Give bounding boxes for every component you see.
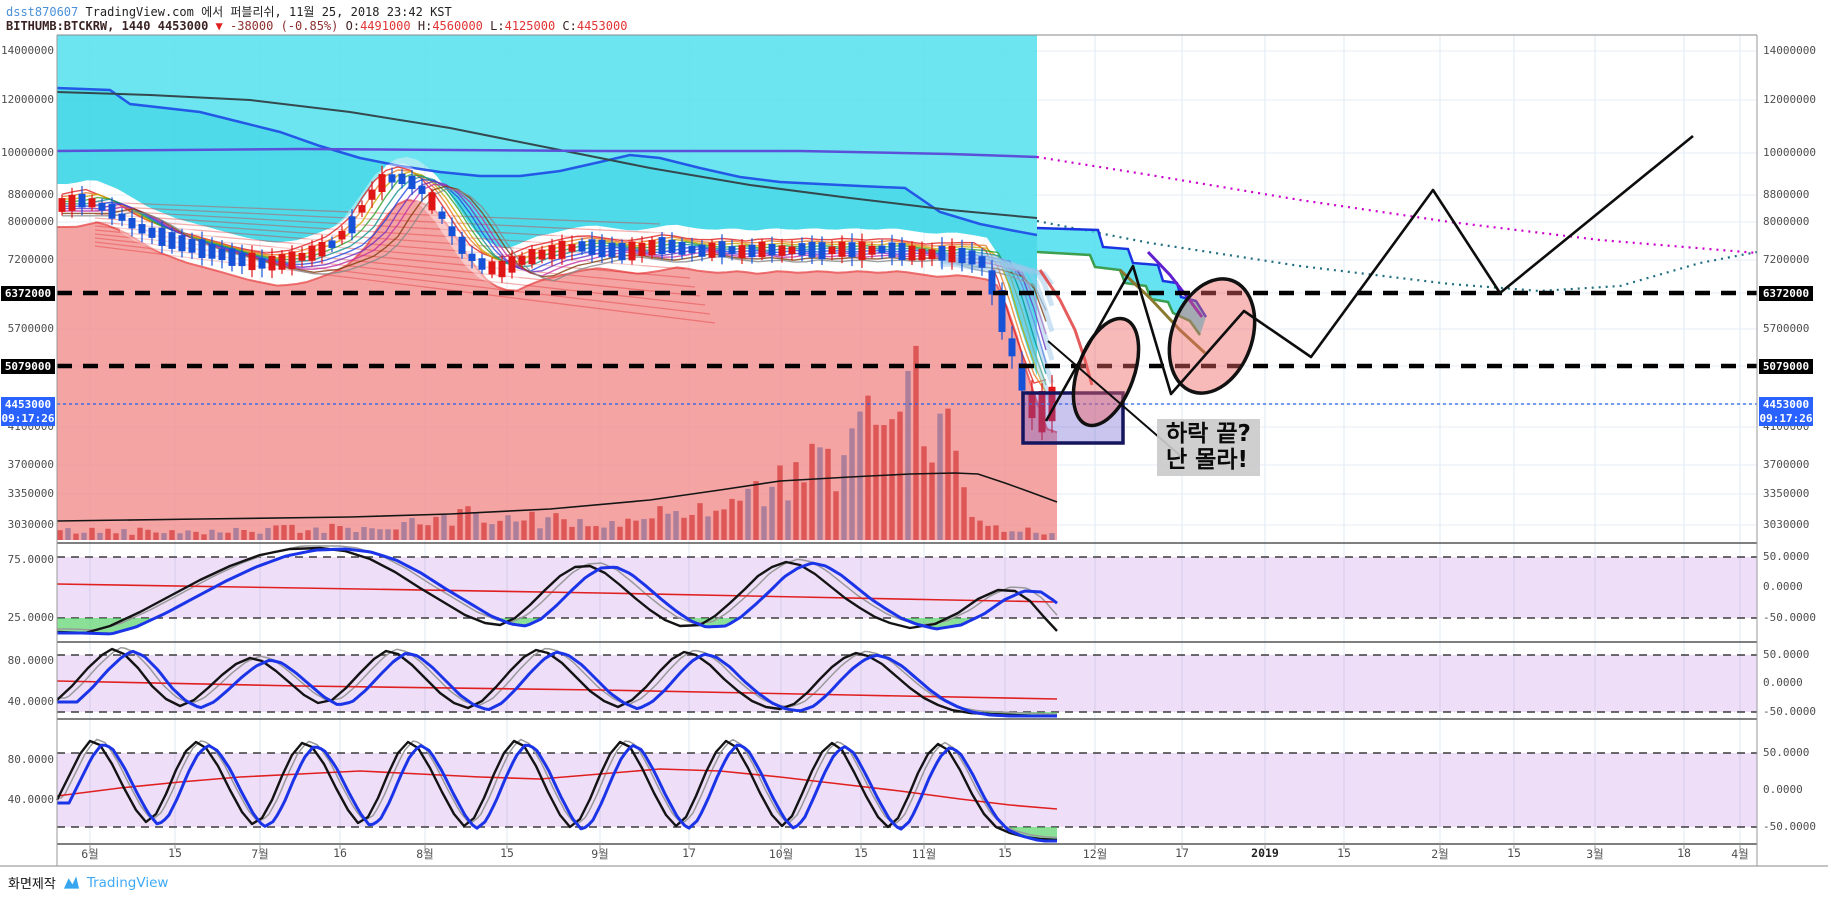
change-text: -38000 (-0.85%) [230, 19, 339, 33]
author-link[interactable]: dsst870607 [6, 5, 79, 19]
chart-annotation-note[interactable]: 하락 끝? 난 몰라! [1157, 419, 1260, 476]
low-value: 4125000 [504, 19, 556, 33]
down-arrow-icon: ▼ [215, 19, 223, 33]
publish-header: dsst870607 TradingView.com 에서 퍼블리쉬, 11월 … [6, 3, 452, 20]
annotation-line-1: 하락 끝? [1166, 421, 1251, 447]
close-value: 4453000 [576, 19, 628, 33]
high-value: 4560000 [432, 19, 483, 33]
tradingview-brand-link[interactable]: TradingView [86, 874, 169, 891]
annotation-line-2: 난 몰라! [1166, 446, 1248, 473]
close-label: C: [562, 19, 577, 33]
publish-info: TradingView.com 에서 퍼블리쉬, 11월 25, 2018 23… [78, 5, 452, 19]
open-label: O: [345, 19, 361, 33]
tradingview-logo-icon[interactable] [63, 875, 80, 890]
footer-bar: 화면제작 TradingView [8, 873, 169, 893]
symbol-text: BITHUMB:BTCKRW, 1440 4453000 [6, 19, 209, 33]
high-label: H: [417, 19, 433, 33]
footer-label: 화면제작 [8, 877, 56, 892]
symbol-ohlc-row: BITHUMB:BTCKRW, 1440 4453000 ▼ -38000 (-… [6, 19, 627, 33]
low-label: L: [490, 19, 505, 33]
open-value: 4491000 [360, 19, 411, 33]
